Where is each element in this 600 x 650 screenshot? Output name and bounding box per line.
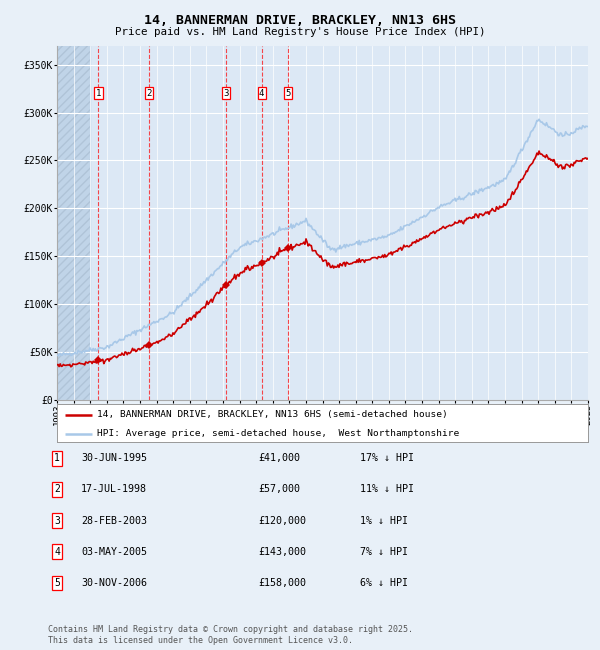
Text: 4: 4	[54, 547, 60, 557]
Text: 11% ↓ HPI: 11% ↓ HPI	[360, 484, 414, 495]
Text: 4: 4	[259, 89, 264, 98]
Text: 1: 1	[54, 453, 60, 463]
Bar	[57, 46, 90, 400]
Text: HPI: Average price, semi-detached house,  West Northamptonshire: HPI: Average price, semi-detached house,…	[97, 429, 459, 438]
Text: 28-FEB-2003: 28-FEB-2003	[81, 515, 147, 526]
Text: 2: 2	[54, 484, 60, 495]
Text: £41,000: £41,000	[258, 453, 300, 463]
Bar	[57, 46, 90, 400]
Text: Contains HM Land Registry data © Crown copyright and database right 2025.
This d: Contains HM Land Registry data © Crown c…	[48, 625, 413, 645]
Text: 17% ↓ HPI: 17% ↓ HPI	[360, 453, 414, 463]
Text: 5: 5	[54, 578, 60, 588]
Text: £158,000: £158,000	[258, 578, 306, 588]
Text: 1% ↓ HPI: 1% ↓ HPI	[360, 515, 408, 526]
Text: 14, BANNERMAN DRIVE, BRACKLEY, NN13 6HS: 14, BANNERMAN DRIVE, BRACKLEY, NN13 6HS	[144, 14, 456, 27]
Text: Price paid vs. HM Land Registry's House Price Index (HPI): Price paid vs. HM Land Registry's House …	[115, 27, 485, 37]
Text: £57,000: £57,000	[258, 484, 300, 495]
Text: 03-MAY-2005: 03-MAY-2005	[81, 547, 147, 557]
Text: £143,000: £143,000	[258, 547, 306, 557]
Text: 3: 3	[54, 515, 60, 526]
Text: 17-JUL-1998: 17-JUL-1998	[81, 484, 147, 495]
Text: 7% ↓ HPI: 7% ↓ HPI	[360, 547, 408, 557]
Text: 3: 3	[223, 89, 229, 98]
Text: £120,000: £120,000	[258, 515, 306, 526]
Text: 5: 5	[285, 89, 290, 98]
Text: 1: 1	[96, 89, 101, 98]
Text: 14, BANNERMAN DRIVE, BRACKLEY, NN13 6HS (semi-detached house): 14, BANNERMAN DRIVE, BRACKLEY, NN13 6HS …	[97, 410, 448, 419]
Text: 2: 2	[146, 89, 152, 98]
Text: 6% ↓ HPI: 6% ↓ HPI	[360, 578, 408, 588]
Text: 30-NOV-2006: 30-NOV-2006	[81, 578, 147, 588]
Text: 30-JUN-1995: 30-JUN-1995	[81, 453, 147, 463]
